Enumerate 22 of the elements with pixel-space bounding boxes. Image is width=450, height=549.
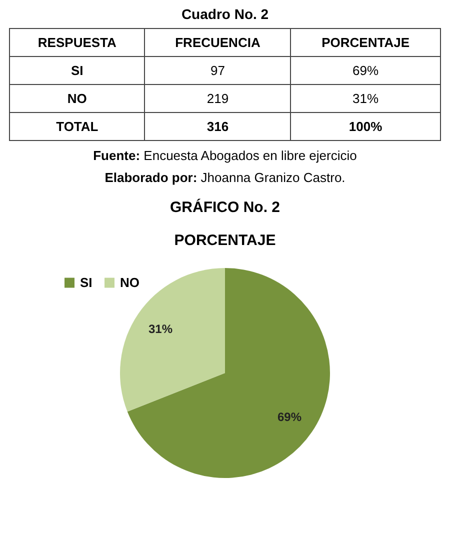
text: 219 (144, 84, 291, 112)
legend-label: SI (80, 274, 92, 290)
text: Elaborado por: Jhoanna Granizo Castro. (104, 170, 346, 185)
text: NO (10, 84, 145, 112)
chart-subtitle: PORCENTAJE (174, 232, 276, 249)
pie-slice (120, 268, 225, 412)
data-label: 31% (148, 322, 173, 336)
text: 31% (290, 84, 440, 112)
text: TOTAL (10, 112, 145, 140)
data-label: 69% (277, 410, 302, 424)
text: Cuadro No. 2 (180, 6, 270, 22)
text: 100% (290, 112, 440, 140)
text: FRECUENCIA (144, 28, 291, 56)
text: RESPUESTA (10, 28, 145, 56)
text: 97 (144, 56, 291, 84)
chart-title: GRÁFICO No. 2 (170, 198, 280, 216)
text: 316 (144, 112, 291, 140)
source-note: Fuente: Encuesta Abogados en libre ejercicio (92, 148, 358, 163)
legend-label: NO (120, 274, 140, 290)
text: PORCENTAJE (290, 28, 440, 56)
text: 69% (290, 56, 440, 84)
text: SI (10, 56, 145, 84)
